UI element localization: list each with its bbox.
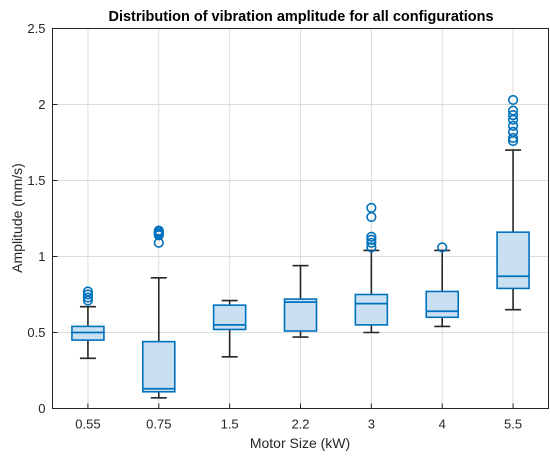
y-tick-label: 2.5 (27, 21, 45, 36)
grid (52, 28, 549, 409)
y-tick-label: 1.5 (27, 173, 45, 188)
y-axis-label: Amplitude (mm/s) (9, 163, 25, 273)
x-tick-label: 5.5 (504, 417, 522, 432)
x-tick-label: 4 (439, 417, 446, 432)
y-tick-label: 0 (38, 401, 45, 416)
iqr-box (212, 304, 247, 331)
y-tick-label: 0.5 (27, 325, 45, 340)
x-tick-label: 3 (368, 417, 375, 432)
chart-title: Distribution of vibration amplitude for … (108, 9, 493, 25)
outlier-point (366, 242, 377, 253)
iqr-box (496, 231, 530, 290)
axis-ticks: 0 0.5 1 1.5 2 2.5 0.55 0.75 1.5 2.2 3 4 5.5 (27, 21, 522, 432)
outlier-point (82, 292, 94, 303)
iqr-box (141, 340, 176, 393)
x-tick-label: 0.55 (75, 417, 100, 432)
box-3 (354, 202, 389, 334)
outlier-point (507, 105, 519, 116)
outlier-point (153, 225, 164, 236)
box-1.5 (212, 299, 247, 358)
iqr-box (354, 293, 389, 326)
x-tick-label: 1.5 (221, 417, 239, 432)
outlier-point (507, 120, 519, 131)
outlier-point (437, 242, 448, 253)
outlier-point (366, 202, 377, 213)
iqr-box (425, 290, 460, 319)
box-4 (425, 242, 460, 328)
outlier-point (366, 237, 377, 248)
box-0.75 (141, 225, 176, 399)
y-tick-label: 1 (38, 249, 45, 264)
x-tick-label: 2.2 (291, 417, 309, 432)
iqr-box (283, 298, 318, 332)
outlier-point (507, 110, 519, 121)
y-tick-label: 2 (38, 97, 45, 112)
outlier-point (366, 234, 377, 245)
outlier-point (507, 94, 519, 106)
outlier-point (507, 132, 519, 144)
outlier-point (82, 286, 94, 297)
x-tick-label: 0.75 (146, 417, 171, 432)
outlier-point (507, 126, 519, 137)
outlier-point (366, 231, 377, 242)
box-0.55 (71, 286, 105, 360)
box-5.5 (496, 94, 530, 311)
plot-area (71, 94, 530, 399)
x-axis-label: Motor Size (kW) (250, 435, 350, 451)
outlier-point (82, 289, 94, 300)
box-2.2 (283, 264, 318, 338)
